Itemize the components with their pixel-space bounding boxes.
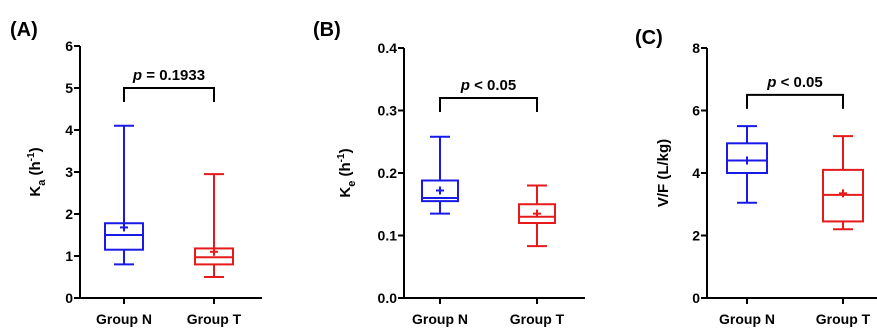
p-value-label: p < 0.05 — [460, 77, 516, 94]
box-group-t — [194, 173, 234, 278]
y-tick-label: 4 — [692, 165, 700, 181]
y-tick-label: 3 — [65, 164, 73, 180]
y-tick-label: 2 — [692, 228, 700, 244]
y-tick-label: 0.3 — [378, 103, 398, 119]
y-axis-label: Ke (h-1) — [336, 148, 358, 197]
panel-3: (C) 0 2 4 6 8 Group N Group T V/F (L/kg) p < 0.05 — [635, 27, 877, 327]
category-label: Group N — [412, 311, 468, 327]
y-axis-label: Ka (h-1) — [26, 147, 48, 196]
y-tick-label: 4 — [65, 122, 73, 138]
box-group-t — [518, 184, 556, 248]
box-group-n — [726, 125, 768, 204]
y-tick-label: 0.4 — [378, 40, 398, 56]
y-tick-label: 0.0 — [378, 290, 398, 306]
box-group-n — [421, 135, 459, 215]
iqr-box — [726, 142, 768, 174]
p-value-label: p < 0.05 — [766, 74, 822, 91]
p-value-label: p = 0.1933 — [132, 67, 205, 84]
box-group-n — [104, 124, 144, 266]
y-tick-label: 0.2 — [378, 165, 398, 181]
panel-label: (B) — [313, 19, 341, 41]
box-group-t — [822, 135, 864, 231]
iqr-box — [421, 179, 459, 203]
y-tick-label: 6 — [692, 103, 700, 119]
y-tick-label: 0.1 — [378, 228, 398, 244]
y-tick-label: 0 — [692, 290, 700, 306]
category-label: Group T — [187, 311, 242, 327]
panel-label: (C) — [635, 27, 663, 49]
y-tick-label: 6 — [65, 38, 73, 54]
panel-2: (B) 0.0 0.1 0.2 0.3 0.4 Group N Group T Ke (h-1)… — [313, 19, 585, 327]
category-label: Group T — [510, 311, 565, 327]
iqr-box — [518, 203, 556, 224]
y-tick-label: 2 — [65, 206, 73, 222]
iqr-box — [104, 222, 144, 251]
category-label: Group T — [816, 311, 871, 327]
y-axis-label: V/F (L/kg) — [655, 139, 672, 207]
category-label: Group N — [96, 311, 152, 327]
category-label: Group N — [719, 311, 775, 327]
y-tick-label: 1 — [65, 248, 73, 264]
significance-bracket — [123, 87, 215, 102]
panel-1: (A) 0 1 2 3 4 5 6 Group N Group T Ka (h-1) p = 0.19… — [10, 19, 262, 327]
y-tick-label: 5 — [65, 80, 73, 96]
significance-bracket — [439, 97, 538, 112]
significance-bracket — [746, 93, 844, 109]
y-tick-label: 8 — [692, 40, 700, 56]
y-tick-label: 0 — [65, 290, 73, 306]
panel-label: (A) — [10, 19, 38, 41]
